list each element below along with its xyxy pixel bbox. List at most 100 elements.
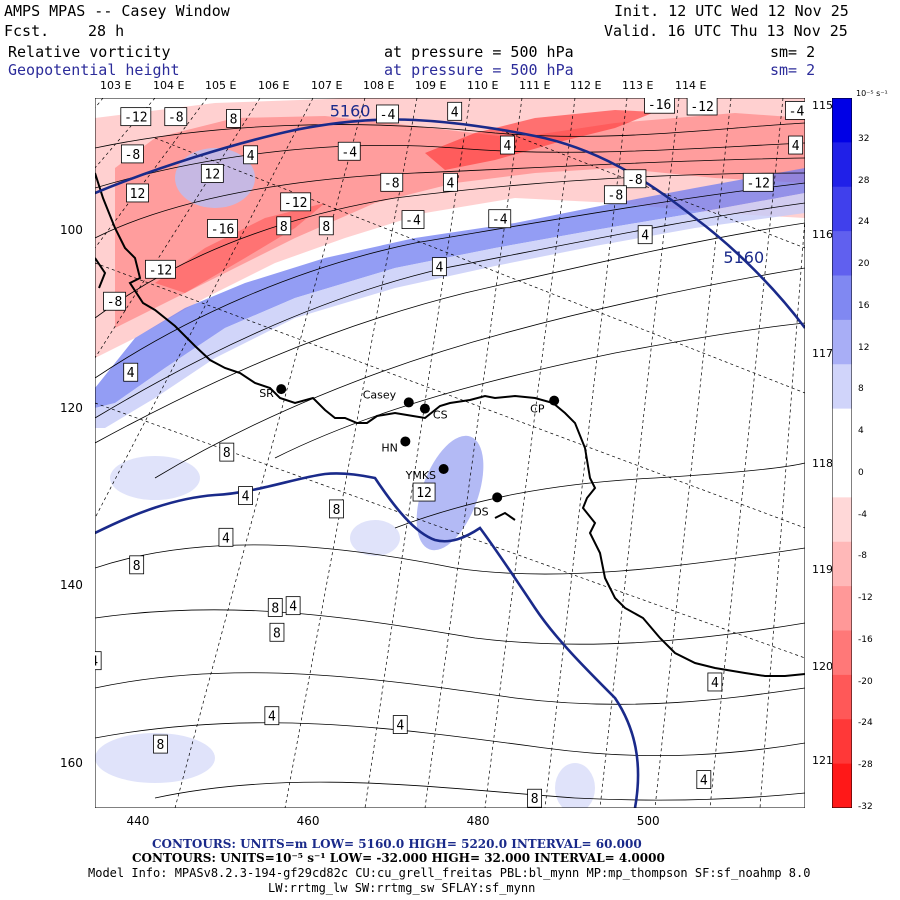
x-tick-label: 480: [466, 814, 490, 828]
vorticity-label-text: 12: [416, 486, 432, 501]
vorticity-label-text: 4: [242, 490, 250, 505]
vorticity-label: 8: [318, 216, 334, 236]
x-tick-label: 460: [296, 814, 320, 828]
colorbar-segment: [832, 630, 852, 676]
vorticity-label: 4: [696, 770, 712, 789]
vorticity-contour: [95, 157, 805, 239]
vorticity-contour: [394, 462, 805, 529]
vorticity-contour: [95, 182, 805, 379]
grid-line: [174, 98, 366, 808]
vorticity-label: 4: [431, 257, 447, 277]
vorticity-label-text: -4: [341, 145, 357, 160]
vorticity-label-box: [243, 145, 259, 165]
colorbar-segment: [832, 319, 852, 365]
vorticity-label-text: 4: [503, 139, 511, 154]
vorticity-label: 8: [329, 499, 344, 519]
vorticity-label-box: [103, 291, 126, 311]
station-dot-cp: [549, 395, 560, 406]
vorticity-label-text: 8: [531, 792, 539, 807]
vorticity-label-box: [267, 598, 283, 617]
vorticity-label: 4: [285, 596, 301, 616]
station-label-cs: CS: [433, 409, 448, 422]
colorbar-label: 20: [858, 259, 870, 270]
vorticity-label-box: [218, 527, 234, 547]
vorticity-label-text: -4: [405, 214, 421, 229]
height-contour-info: CONTOURS: UNITS=m LOW= 5160.0 HIGH= 5220…: [152, 837, 642, 851]
longitude-label: 104 E: [153, 79, 185, 92]
colorbar-segment: [832, 186, 852, 232]
station-label-ymks: YMKS: [405, 469, 436, 482]
vorticity-label: 4: [392, 715, 408, 734]
vorticity-label-text: -16: [648, 98, 671, 113]
vorticity-label-box: [742, 172, 774, 192]
vorticity-label-text: -12: [149, 263, 172, 278]
vorticity-label-text: -16: [211, 222, 234, 237]
vorticity-label-box: [226, 109, 241, 128]
vorticity-label-text: 4: [700, 774, 708, 789]
station-dot-hn: [400, 436, 411, 447]
vorticity-contour: [95, 722, 805, 757]
colorbar-label: -20: [858, 676, 873, 687]
longitude-label: 108 E: [363, 79, 395, 92]
vorticity-label-text: 4: [711, 676, 719, 691]
field2-level: at pressure = 500 hPa: [384, 61, 574, 79]
vorticity-label-text: 8: [133, 559, 141, 574]
longitude-label: 106 E: [258, 79, 290, 92]
vorticity-label: -8: [623, 169, 647, 189]
vorticity-label-text: -8: [627, 173, 643, 188]
vorticity-label: 8: [226, 109, 241, 128]
vorticity-contours: [95, 122, 805, 801]
vorticity-label-box: [488, 209, 512, 229]
vorticity-contour: [154, 781, 805, 801]
vorticity-label-box: [121, 144, 144, 164]
positive-vorticity-band-light: [95, 193, 805, 428]
vorticity-contour-labels: -12 -8 8 -4 4 -16 -12 -4 4 -8 4 12 -4 4 -8 4 -8 -12 12 -12 -…: [95, 98, 805, 808]
longitude-label: 113 E: [622, 79, 654, 92]
station-label-sr: SR: [259, 387, 274, 400]
vorticity-label-text: -8: [608, 189, 624, 204]
vorticity-contour: [95, 222, 805, 444]
vorticity-label-text: -8: [168, 111, 184, 126]
station-dot-sr: [276, 384, 287, 395]
vorticity-label-text: -4: [492, 213, 508, 228]
vorticity-label-box: [123, 362, 139, 382]
vorticity-label-text: 4: [641, 229, 649, 244]
vorticity-label-box: [120, 107, 152, 127]
forecast-hour: 28 h: [88, 22, 125, 40]
y-tick-label: 100: [60, 223, 83, 238]
model-info: Model Info: MPASv8.2.3-194-gf29cd82c CU:…: [88, 866, 811, 880]
vorticity-contour-info: CONTOURS: UNITS=10⁻⁵ s⁻¹ LOW= -32.000 HI…: [132, 851, 665, 865]
y-tick-label: 140: [60, 578, 83, 593]
vorticity-label-text: -4: [789, 104, 805, 119]
grid-line: [154, 137, 805, 394]
longitude-label: 109 E: [415, 79, 447, 92]
grid-line: [654, 98, 732, 808]
positive-vorticity-blob-ymks: [416, 435, 484, 551]
colorbar-label: -8: [858, 551, 867, 562]
vorticity-label-text: -8: [384, 176, 400, 191]
vorticity-label-text: 4: [435, 261, 443, 276]
vorticity-label: -8: [164, 107, 188, 127]
field1-smoothing: sm= 2: [770, 43, 816, 61]
field1-level: at pressure = 500 hPa: [384, 43, 574, 61]
colorbar-segment: [832, 142, 852, 188]
vorticity-label-box: [337, 141, 361, 161]
vorticity-label-box: [164, 107, 188, 127]
vorticity-label-box: [788, 135, 804, 155]
geopotential-height-contours: [95, 118, 805, 808]
colorbar-segment: [832, 763, 852, 808]
vorticity-label: 8: [276, 216, 292, 236]
y-tick-label: 160: [60, 755, 83, 770]
vorticity-contour: [95, 544, 805, 575]
vorticity-label-box: [145, 259, 176, 279]
colorbar-label: 12: [858, 342, 870, 353]
vorticity-label-box: [264, 706, 280, 726]
colorbar-segment: [832, 364, 852, 410]
longitude-label: 114 E: [675, 79, 707, 92]
vorticity-label: 12: [126, 183, 149, 203]
vorticity-label-box: [238, 486, 253, 506]
vorticity-label-box: [603, 185, 627, 205]
coastline-path: [95, 172, 805, 677]
vorticity-label: -12: [742, 172, 774, 192]
x-tick-label: 500: [636, 814, 660, 828]
